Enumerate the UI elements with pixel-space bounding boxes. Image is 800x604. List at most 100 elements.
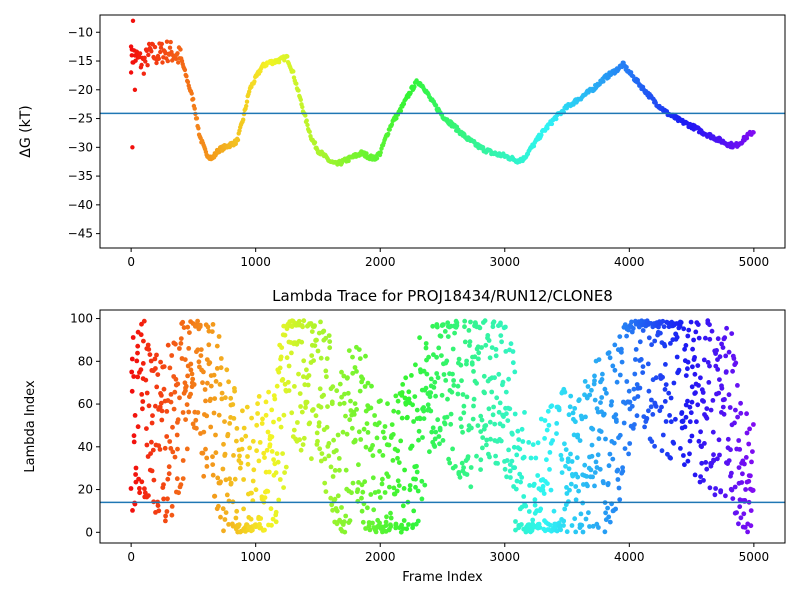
- lambda-point: [208, 383, 214, 389]
- lambda-point: [558, 452, 564, 458]
- lambda-point: [277, 365, 283, 371]
- lambda-point: [699, 460, 705, 466]
- lambda-point: [144, 426, 149, 431]
- lambda-point: [159, 417, 165, 423]
- lambda-point: [239, 446, 245, 452]
- lambda-point: [129, 388, 135, 394]
- lambda-point: [678, 320, 684, 325]
- lambda-point: [227, 476, 233, 482]
- lambda-point: [169, 353, 175, 358]
- lambda-point: [164, 509, 170, 514]
- lambda-point: [339, 369, 344, 375]
- lambda-point: [498, 320, 503, 326]
- lambda-point: [626, 388, 632, 394]
- delta-g-point: [624, 65, 629, 70]
- lambda-point: [281, 412, 287, 418]
- lambda-point: [405, 414, 410, 420]
- lambda-point: [437, 441, 442, 447]
- lambda-point: [195, 347, 201, 353]
- lambda-point: [169, 504, 175, 509]
- lambda-point: [324, 374, 329, 380]
- lambda-point: [245, 461, 251, 467]
- lambda-point: [662, 343, 668, 349]
- lambda-point: [606, 463, 612, 469]
- lambda-point: [137, 490, 143, 496]
- lambda-point: [382, 424, 388, 429]
- lambda-point: [376, 420, 382, 426]
- lambda-point: [704, 406, 710, 411]
- lambda-point: [461, 465, 466, 470]
- lambda-point: [532, 497, 538, 503]
- lambda-point: [264, 447, 270, 453]
- lambda-point: [554, 431, 559, 436]
- lambda-point: [428, 408, 434, 414]
- lambda-point: [359, 508, 365, 514]
- lambda-point: [347, 417, 353, 423]
- lambda-axes-frame: [99, 309, 786, 544]
- lambda-point: [417, 335, 422, 341]
- lambda-point: [148, 358, 154, 364]
- lambda-point: [695, 363, 701, 368]
- lambda-point: [468, 319, 473, 325]
- lambda-point: [487, 355, 493, 361]
- lambda-point: [409, 443, 415, 449]
- lambda-point: [451, 383, 457, 388]
- lambda-point: [149, 420, 155, 426]
- lambda-point: [509, 458, 515, 464]
- lambda-point: [188, 391, 194, 397]
- lambda-point: [562, 506, 568, 512]
- lambda-point: [432, 444, 438, 449]
- lambda-point: [573, 419, 578, 425]
- lambda-point: [190, 376, 196, 382]
- lambda-point: [726, 392, 732, 398]
- lambda-point: [343, 467, 349, 473]
- lambda-point: [218, 514, 223, 520]
- lambda-point: [368, 492, 374, 497]
- lambda-point: [668, 341, 673, 346]
- lambda-point: [130, 335, 136, 340]
- lambda-point: [241, 477, 247, 482]
- lambda-point: [396, 483, 402, 488]
- lambda-point: [466, 328, 472, 333]
- lambda-point: [239, 437, 245, 443]
- lambda-point: [663, 419, 669, 424]
- lambda-point: [340, 429, 346, 435]
- lambda-point: [563, 447, 569, 452]
- lambda-point: [662, 399, 668, 404]
- delta-g-point: [408, 90, 413, 96]
- delta-g-point: [154, 60, 159, 66]
- lambda-point: [360, 519, 366, 525]
- lambda-point: [266, 469, 272, 475]
- lambda-point: [198, 347, 204, 352]
- lambda-point: [748, 508, 754, 513]
- lambda-point: [737, 447, 743, 452]
- lambda-point: [715, 367, 721, 372]
- lambda-point: [482, 390, 487, 396]
- lambda-point: [471, 396, 477, 402]
- lambda-point: [685, 398, 690, 404]
- lambda-point: [603, 436, 608, 442]
- lambda-point: [324, 356, 330, 361]
- delta-g-point: [387, 127, 392, 132]
- lambda-point: [298, 447, 304, 453]
- lambda-point: [455, 383, 461, 389]
- lambda-point: [354, 407, 359, 412]
- lambda-point: [254, 448, 259, 454]
- lambda-point: [486, 338, 492, 343]
- lambda-point: [724, 325, 729, 331]
- lambda-point: [323, 368, 329, 374]
- lambda-point: [683, 373, 689, 378]
- lambda-point: [166, 471, 172, 477]
- lambda-point: [175, 446, 180, 452]
- lambda-point: [608, 402, 614, 408]
- lambda-point: [177, 395, 182, 401]
- lambda-point: [437, 425, 443, 431]
- lambda-point: [172, 389, 178, 395]
- lambda-point: [507, 468, 513, 474]
- lambda-point: [626, 327, 631, 333]
- lambda-point: [575, 434, 580, 440]
- lambda-point: [571, 432, 577, 438]
- lambda-point: [213, 432, 218, 438]
- lambda-point: [234, 438, 239, 444]
- lambda-point: [417, 416, 423, 422]
